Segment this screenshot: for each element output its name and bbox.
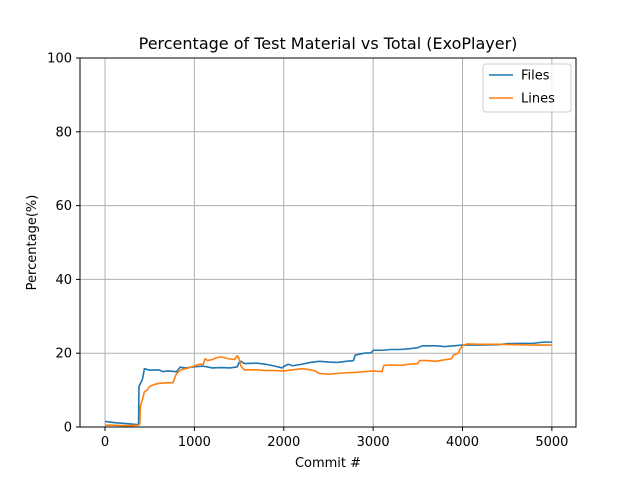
x-tick-label: 2000 [267, 435, 300, 450]
series-layer [104, 341, 552, 427]
series-line-lines [105, 343, 552, 427]
x-tick-label: 3000 [357, 435, 390, 450]
legend-box [482, 63, 572, 113]
series-line-files [104, 341, 552, 426]
legend-label-lines: Lines [521, 92, 555, 107]
y-tick-label: 20 [55, 347, 72, 362]
y-tick-label: 60 [55, 199, 72, 214]
chart-title: Percentage of Test Material vs Total (Ex… [139, 34, 518, 53]
legend-label-files: Files [521, 69, 550, 84]
ticks: 0 1000 2000 3000 4000 5000 0 20 40 60 80 100 [47, 52, 568, 451]
x-tick-label: 4000 [446, 435, 479, 450]
y-tick-label: 100 [47, 52, 72, 67]
grid [80, 57, 576, 428]
x-tick-label: 5000 [535, 435, 568, 450]
x-tick-label: 0 [101, 435, 109, 450]
legend: Files Lines [482, 63, 572, 113]
y-tick-label: 0 [64, 421, 72, 436]
y-tick-label: 40 [55, 273, 72, 288]
x-tick-label: 1000 [178, 435, 211, 450]
y-tick-label: 80 [55, 125, 72, 140]
x-axis-label: Commit # [295, 456, 361, 471]
y-axis-label: Percentage(%) [25, 195, 40, 291]
plot-frame [79, 57, 577, 428]
